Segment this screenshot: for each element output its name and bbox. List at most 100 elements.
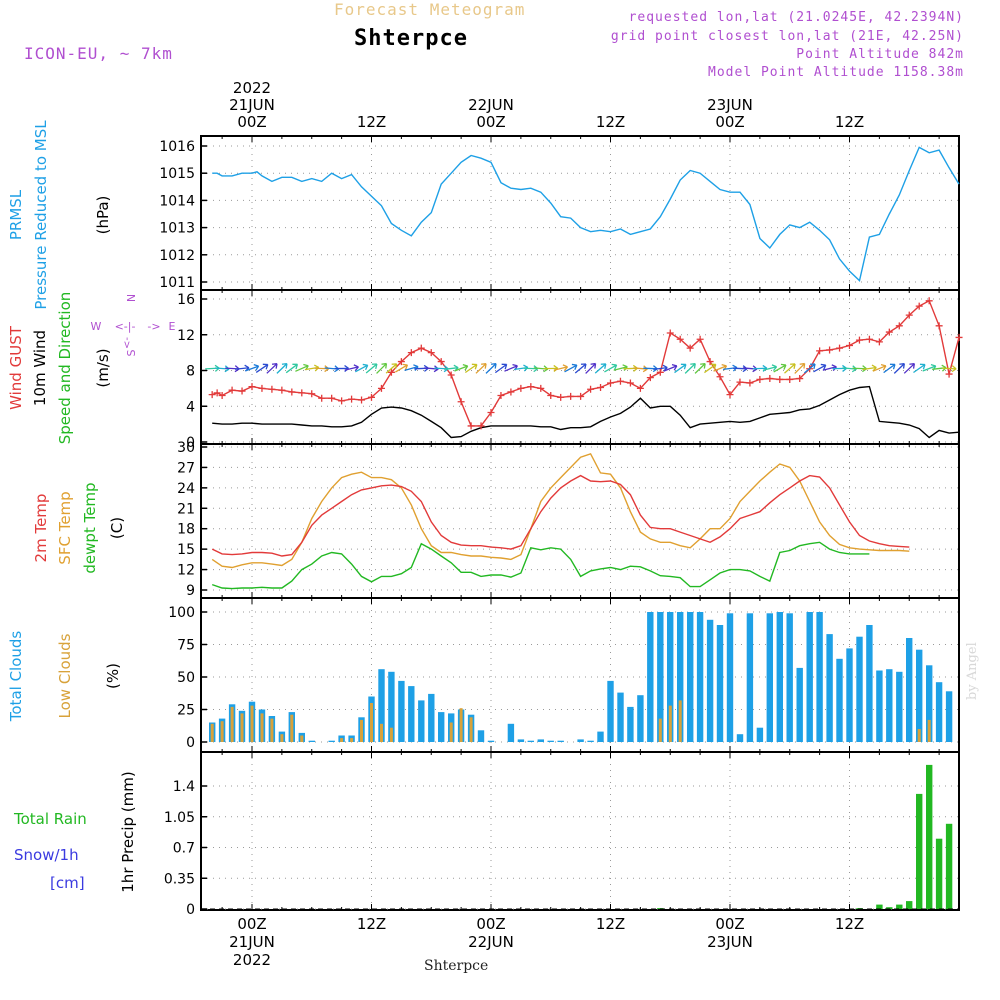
wind-direction-arrow [266,363,278,374]
wind-arrow-shaft [942,367,957,370]
total-cloud-bar [816,612,823,742]
wind-gust-marker [557,393,565,401]
wind-gust-marker [726,391,734,399]
wind-gust-marker [318,394,326,402]
tick-label-y: 50 [177,670,195,686]
low-cloud-bar [210,723,214,742]
wind-arrow-head [889,363,896,370]
wind-gust-marker [377,384,385,392]
total-cloud-bar [438,712,445,742]
tick-label-y: 12 [177,563,195,579]
total-cloud-bar [388,671,395,742]
time-label-bottom: 12Z [835,915,864,933]
low-cloud-bar [668,705,672,742]
wind-gust-marker [547,392,555,400]
tick-label-y: 100 [168,605,195,621]
total-cloud-bar [487,740,495,742]
wind-direction-arrow [564,363,578,373]
wind-arrow-head [362,363,369,371]
wind-direction-arrow [604,363,618,373]
wind-arrow-shaft [872,365,887,372]
wind-direction-arrow [794,362,806,374]
wind-arrow-head [690,363,696,369]
wind-arrow-head [402,363,409,370]
time-label-top: 00Z [237,113,266,131]
wind-arrow-shaft [773,364,787,373]
wind-gust-marker [457,398,465,406]
wind-arrow-shaft [485,363,497,374]
wind-arrow-head [292,363,299,370]
clouds-axis-label: Total Clouds [7,631,25,723]
tick-label-y: 75 [177,638,195,654]
time-label-bottom: 12Z [357,915,386,933]
wind-direction-arrow [494,363,508,374]
low-cloud-bar [270,718,274,742]
time-label-bottom: 2022 [233,951,271,969]
wind-arrow-shaft [355,364,368,373]
time-label-top: 12Z [596,113,625,131]
wind-arrow-shaft [594,363,607,374]
wind-arrow-shaft [464,363,478,374]
low-cloud-bar [220,721,224,742]
wind-arrow-head [799,362,806,369]
wind-gust-marker [656,368,664,376]
model-label: ICON-EU, ~ 7km [24,44,173,63]
compass-line-w: <-|- [115,320,136,333]
wind-direction-arrow [784,363,796,374]
wind-gust-marker [776,375,784,383]
wind-direction-arrow [883,363,896,374]
tick-label-y: 24 [177,481,195,497]
wind-arrow-shaft [704,363,717,374]
point-altitude: Point Altitude 842m [796,47,964,62]
wind-gust-marker [288,388,296,396]
wind-direction-arrow [585,362,597,374]
total-cloud-bar [477,730,485,742]
total-cloud-bar [607,680,614,742]
wind-arrow-head [571,363,578,370]
total-cloud-bar [617,692,624,742]
time-label-bottom: 00Z [476,915,505,933]
wind-arrow-head [680,363,687,370]
wind-gust-marker [328,394,336,402]
wind-arrow-head [253,364,260,371]
low-cloud-bar [250,705,254,742]
wind-arrow-shaft [395,364,408,373]
compass-w: W [91,320,102,333]
wind-direction-arrow [444,364,459,372]
wind-arrow-head [710,363,717,370]
wind-gust-marker [945,370,953,378]
tick-label-y: 0 [186,435,195,451]
time-label-bottom: 22JUN [468,933,514,951]
total-cloud-bar [766,613,773,742]
wind-arrow-head [771,364,778,372]
temperature-axis-label: SFC Temp [56,491,74,564]
wind-gust-marker [238,387,246,395]
total-cloud-bar [547,740,554,742]
pressure-axis-label: Pressure Reduced to MSL [32,120,50,310]
wind-arrow-shaft [803,363,816,374]
wind-direction-arrow [762,364,778,372]
total-cloud-bar [308,740,315,742]
total-cloud-bar [856,636,863,742]
wind-gust-marker [567,392,575,400]
time-label-top: 12Z [357,113,386,131]
wind-arrow-shaft [475,363,487,374]
temp-2m-line [211,474,910,557]
wind-arrow-shaft [604,364,617,373]
wind-gust-marker [298,389,306,397]
wind-gust-marker [915,302,923,310]
total-cloud-bar [696,612,704,742]
rain-bar [935,838,943,909]
wind-arrow-shaft [504,365,518,372]
wind-arrow-head [262,363,269,370]
wind-arrow-head [281,362,288,369]
low-cloud-bar [240,713,244,742]
wind-arrow-head [371,363,378,370]
tick-label-y: 0.35 [164,871,195,887]
wind-arrow-shaft [893,363,905,374]
wind-gust-marker [338,397,346,405]
time-label-top: 12Z [835,113,864,131]
total-cloud-bar [637,695,644,742]
total-cloud-bar [796,667,803,742]
